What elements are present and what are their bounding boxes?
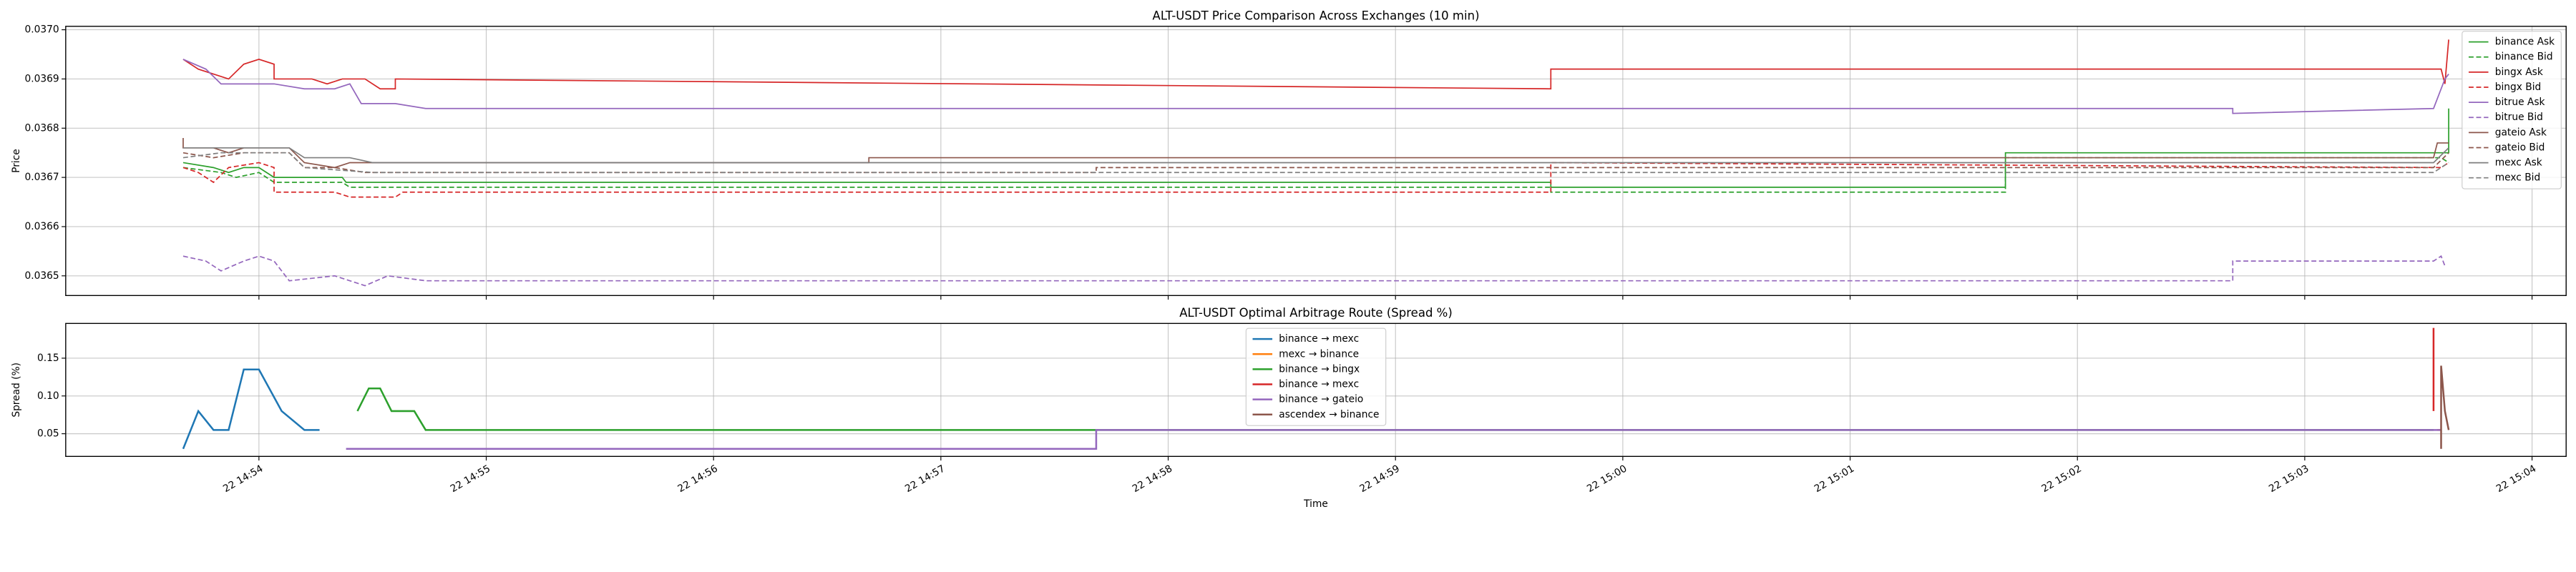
legend-label: bitrue Bid	[2495, 112, 2543, 123]
legend-label: mexc Bid	[2495, 172, 2541, 184]
legend-label: binance → gateio	[1279, 394, 1363, 405]
series-line	[182, 147, 2449, 164]
legend-label: gateio Bid	[2495, 142, 2545, 153]
y-axis-label: Spread (%)	[11, 363, 22, 418]
y-tick-label: 0.0370	[24, 24, 59, 36]
legend-label: bitrue Ask	[2495, 97, 2545, 108]
plot-area	[65, 26, 2567, 296]
legend-label: bingx Bid	[2495, 82, 2542, 93]
y-tick-label: 0.0368	[24, 122, 59, 134]
legend-label: binance Ask	[2495, 36, 2555, 48]
series-line	[182, 152, 2449, 174]
series-line	[182, 152, 2449, 174]
plot-frame	[65, 26, 2567, 297]
series-line	[182, 59, 2449, 114]
plot-frame	[65, 322, 2567, 458]
y-tick-label: 0.0369	[24, 73, 59, 84]
series-line	[182, 368, 320, 450]
y-tick-label: 0.0365	[24, 270, 59, 282]
legend-label: gateio Ask	[2495, 127, 2547, 138]
legend-label: mexc → binance	[1279, 348, 1359, 360]
series-line	[182, 255, 2446, 287]
legend-box	[2462, 31, 2562, 189]
y-tick-label: 0.15	[37, 352, 59, 364]
series-line	[2440, 365, 2450, 449]
series-line	[346, 429, 2441, 450]
x-axis-label: Time	[1303, 498, 1328, 510]
y-tick-label: 0.05	[37, 428, 59, 440]
series-line	[356, 387, 2434, 431]
legend: binance → mexc mexc → binance binance → bi…	[1245, 327, 1387, 426]
legend-label: mexc Ask	[2495, 157, 2542, 169]
legend-box	[1245, 327, 1387, 426]
legend: binance Ask binance Bid bingx Ask bingx Bid…	[2462, 31, 2562, 189]
chart-title: ALT-USDT Price Comparison Across Exchang…	[1153, 9, 1480, 23]
legend-label: binance Bid	[2495, 51, 2553, 63]
series-line	[182, 39, 2449, 90]
series-line	[182, 162, 2449, 198]
legend-label: binance → mexc	[1279, 379, 1359, 390]
legend-label: ascendex → binance	[1279, 409, 1379, 420]
y-tick-label: 0.0366	[24, 221, 59, 232]
y-tick-label: 0.0367	[24, 172, 59, 183]
y-tick-label: 0.10	[37, 390, 59, 402]
y-axis-label: Price	[11, 149, 22, 173]
legend-label: binance → mexc	[1279, 333, 1359, 345]
chart-title: ALT-USDT Optimal Arbitrage Route (Spread…	[1179, 306, 1453, 320]
series-line	[182, 138, 2449, 169]
legend-label: bingx Ask	[2495, 66, 2543, 78]
legend-label: binance → bingx	[1279, 363, 1360, 375]
